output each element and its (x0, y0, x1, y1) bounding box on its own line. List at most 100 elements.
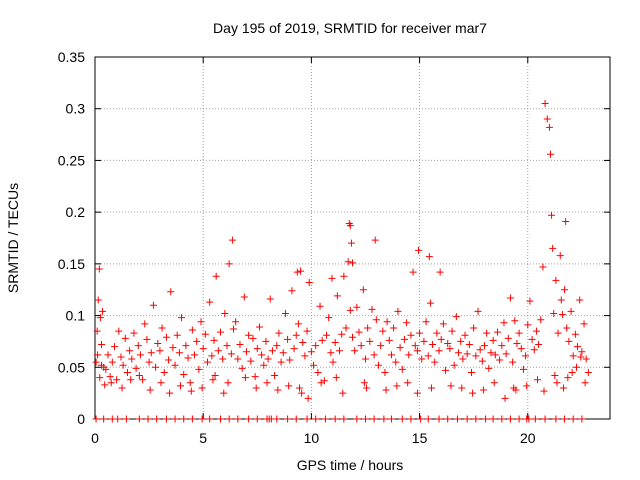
data-point (197, 318, 205, 326)
data-point (214, 347, 222, 355)
data-point (206, 298, 214, 306)
data-point (548, 211, 556, 219)
data-point (273, 415, 281, 423)
data-point (232, 318, 240, 326)
data-point (502, 350, 510, 358)
data-point (152, 363, 160, 371)
data-point (561, 415, 569, 423)
data-point (298, 389, 306, 397)
data-point (561, 286, 569, 294)
data-point (273, 342, 281, 350)
data-point (455, 349, 463, 357)
data-point (550, 310, 558, 318)
data-point (411, 342, 419, 350)
data-point (199, 345, 207, 353)
data-point (476, 346, 484, 354)
data-point (331, 338, 339, 346)
data-point (500, 319, 508, 327)
data-point (453, 415, 461, 423)
data-point (501, 394, 509, 402)
data-point (146, 386, 154, 394)
data-point (193, 337, 201, 345)
data-point (450, 361, 458, 369)
data-point (166, 389, 174, 397)
data-point (327, 349, 335, 357)
data-point (580, 320, 588, 328)
data-point (559, 384, 567, 392)
data-point (479, 386, 487, 394)
data-point (338, 330, 346, 338)
data-point (328, 274, 336, 282)
data-point (198, 384, 206, 392)
data-point (153, 415, 161, 423)
data-point (281, 310, 289, 318)
data-point (182, 342, 190, 350)
data-point (331, 415, 339, 423)
data-point (340, 272, 348, 280)
x-tick-label: 5 (199, 430, 207, 446)
series-zero-values (92, 415, 586, 423)
grid (95, 57, 610, 419)
data-point (127, 376, 135, 384)
data-point (353, 415, 361, 423)
data-point (370, 415, 378, 423)
data-point (195, 365, 203, 373)
data-point (578, 415, 586, 423)
data-point (191, 351, 199, 359)
data-point (217, 415, 225, 423)
data-point (472, 352, 480, 360)
x-tick-label: 0 (91, 430, 99, 446)
data-point (325, 314, 333, 322)
y-tick-label: 0.35 (58, 49, 85, 65)
data-point (572, 363, 580, 371)
data-point (564, 374, 572, 382)
data-point (347, 239, 355, 247)
data-point (318, 336, 326, 344)
data-point (165, 356, 173, 364)
data-point (97, 361, 105, 369)
data-point (400, 335, 408, 343)
data-point (582, 355, 590, 363)
data-point (101, 381, 109, 389)
data-point (563, 324, 571, 332)
data-point (405, 351, 413, 359)
data-point (515, 329, 523, 337)
data-point (474, 307, 482, 315)
data-point (247, 357, 255, 365)
data-point (303, 327, 311, 335)
data-point (519, 365, 527, 373)
data-point (227, 350, 235, 358)
data-point (382, 386, 390, 394)
data-point (208, 352, 216, 360)
data-point (360, 379, 368, 387)
data-point (463, 350, 471, 358)
y-axis-label: SRMTID / TECUs (5, 183, 21, 293)
data-point (336, 347, 344, 355)
data-point (188, 415, 196, 423)
data-point (211, 372, 219, 380)
data-point (551, 372, 559, 380)
data-point (145, 358, 153, 366)
chart-title: Day 195 of 2019, SRMTID for receiver mar… (213, 20, 487, 36)
data-point (123, 368, 131, 376)
data-point (346, 222, 354, 230)
data-point (458, 384, 466, 392)
data-point (301, 352, 309, 360)
data-point (482, 415, 490, 423)
data-point (293, 268, 301, 276)
data-point (418, 355, 426, 363)
data-point (562, 217, 570, 225)
data-point (224, 379, 232, 387)
data-point (157, 379, 165, 387)
data-point (361, 415, 369, 423)
data-point (253, 415, 261, 423)
data-point (117, 353, 125, 361)
y-tick-label: 0.15 (58, 256, 85, 272)
data-point (435, 347, 443, 355)
data-point (332, 374, 340, 382)
data-point (447, 382, 455, 390)
data-point (154, 339, 162, 347)
data-point (385, 336, 393, 344)
data-point (452, 313, 460, 321)
